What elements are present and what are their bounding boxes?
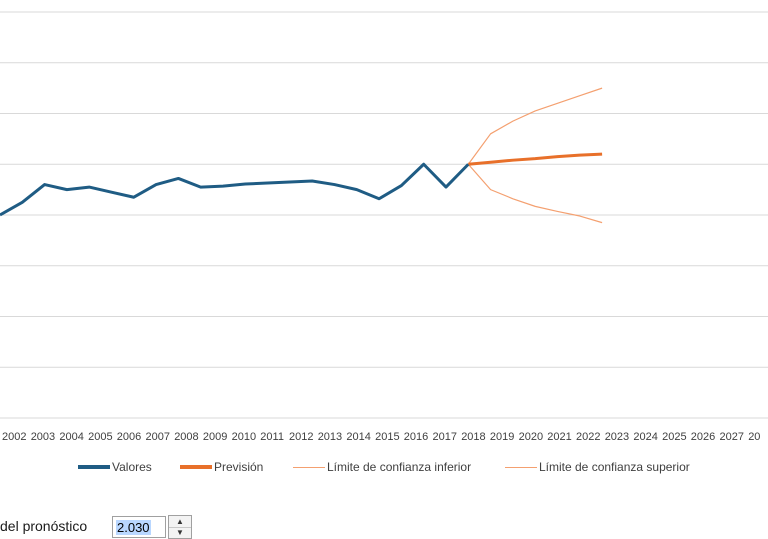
x-axis-tick-labels: 2002 2003 2004 2005 2006 2007 2008 2009 2010 2011… (2, 431, 760, 443)
x-tick-label: 2014 (346, 431, 370, 443)
chart-legend: Valores Previsión Límite de confianza in… (0, 458, 768, 476)
x-tick-label: 2005 (88, 431, 112, 443)
x-tick-label: 2024 (633, 431, 657, 443)
x-tick-label: 2002 (2, 431, 26, 443)
series-line-límite-de-confianza-superior (467, 87, 603, 165)
x-tick-label: 2010 (232, 431, 256, 443)
spinner-down-icon[interactable]: ▼ (176, 528, 184, 537)
x-tick-label: 2003 (31, 431, 55, 443)
x-tick-label: 2007 (146, 431, 170, 443)
legend-label-valores: Valores (112, 460, 152, 474)
x-tick-label: 2004 (59, 431, 83, 443)
x-tick-label: 2013 (318, 431, 342, 443)
x-tick-label: 2020 (519, 431, 543, 443)
x-tick-label: 20 (748, 431, 760, 443)
x-tick-label: 2012 (289, 431, 313, 443)
series-line-valores (0, 162, 470, 217)
x-tick-label: 2006 (117, 431, 141, 443)
forecast-end-value: 2.030 (116, 520, 151, 535)
legend-swatch-limite-inferior (293, 466, 325, 468)
forecast-end-input[interactable]: 2.030 (112, 516, 166, 538)
chart-series (0, 87, 603, 224)
x-tick-label: 2009 (203, 431, 227, 443)
x-tick-label: 2023 (605, 431, 629, 443)
x-tick-label: 2018 (461, 431, 485, 443)
x-tick-label: 2019 (490, 431, 514, 443)
x-tick-label: 2008 (174, 431, 198, 443)
x-tick-label: 2027 (720, 431, 744, 443)
series-line-previsión (468, 152, 603, 166)
legend-swatch-valores (78, 465, 110, 469)
legend-label-prevision: Previsión (214, 460, 264, 474)
x-tick-label: 2011 (260, 431, 284, 443)
spinner-up-icon[interactable]: ▲ (169, 516, 191, 528)
legend-item-valores: Valores (78, 458, 152, 476)
series-line-límite-de-confianza-inferior (467, 163, 603, 224)
x-tick-label: 2017 (433, 431, 457, 443)
legend-swatch-limite-superior (505, 466, 537, 468)
legend-item-prevision: Previsión (180, 458, 263, 476)
forecast-chart: 2002 2003 2004 2005 2006 2007 2008 2009 2010 2011… (0, 11, 768, 443)
legend-label-limite-inferior: Límite de confianza inferior (327, 460, 472, 474)
legend-swatch-prevision (180, 465, 212, 469)
x-tick-label: 2016 (404, 431, 428, 443)
x-tick-label: 2022 (576, 431, 600, 443)
legend-label-limite-superior: Límite de confianza superior (539, 460, 690, 474)
x-tick-label: 2025 (662, 431, 686, 443)
legend-item-limite-inferior: Límite de confianza inferior (293, 458, 471, 476)
forecast-end-spinner[interactable]: ▲ ▼ (168, 515, 192, 539)
x-tick-label: 2015 (375, 431, 399, 443)
legend-item-limite-superior: Límite de confianza superior (505, 458, 690, 476)
x-tick-label: 2026 (691, 431, 715, 443)
forecast-end-label: del pronóstico (0, 518, 88, 534)
chart-gridlines (0, 11, 768, 419)
forecast-end-control: del pronóstico 2.030 ▲ ▼ (0, 514, 768, 539)
x-tick-label: 2021 (547, 431, 571, 443)
